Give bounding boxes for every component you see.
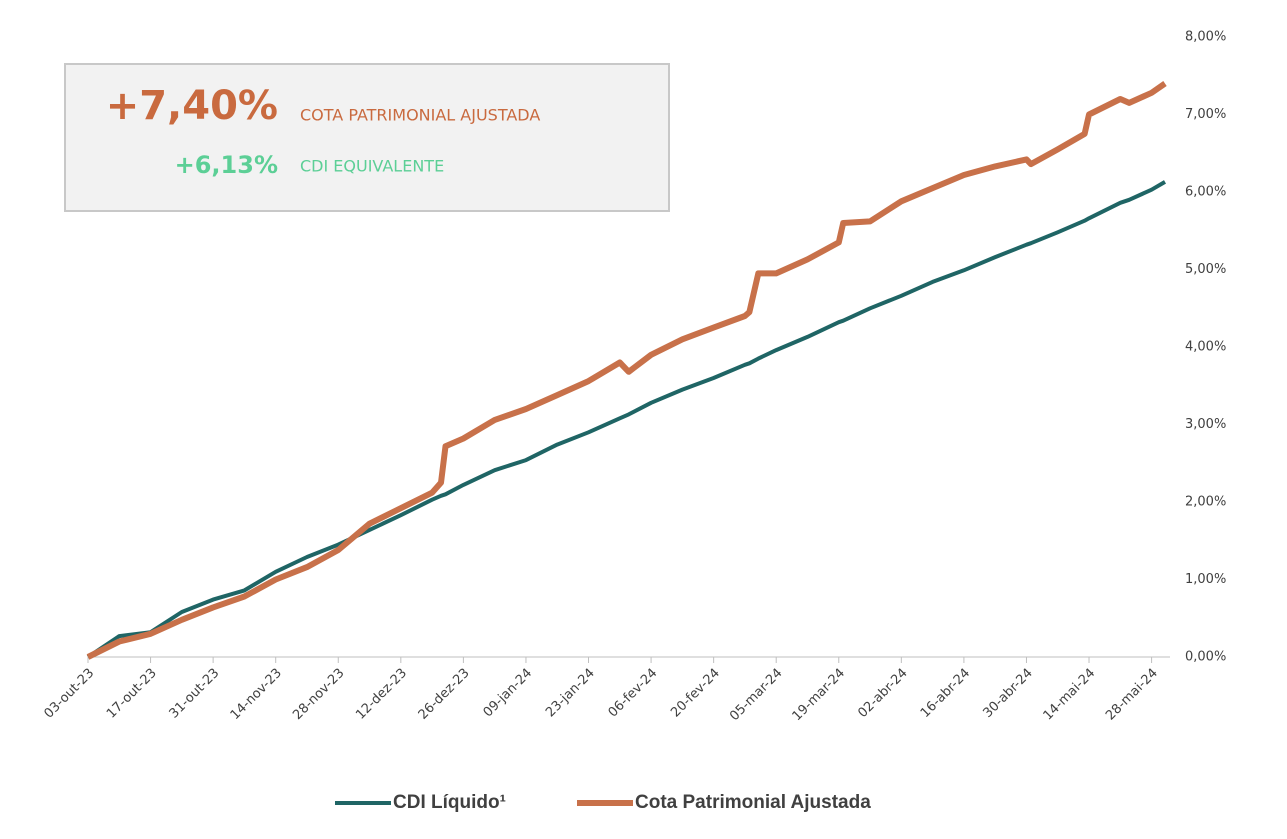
y-tick-label: 2,00% [1185, 495, 1226, 510]
y-tick-label: 8,00% [1185, 30, 1226, 45]
line-series [86, 81, 1167, 660]
x-tick-label: 20-fev-24 [668, 666, 723, 721]
x-tick-label: 19-mar-24 [790, 666, 848, 724]
y-tick-label: 1,00% [1185, 572, 1226, 587]
x-tick-label: 09-jan-24 [481, 666, 536, 721]
x-tick-label: 16-abr-24 [918, 666, 973, 721]
x-tick-label: 26-dez-23 [416, 666, 473, 723]
annotation-value: +7,40% [106, 83, 278, 129]
x-tick-label: 30-abr-24 [980, 666, 1035, 721]
y-tick-label: 5,00% [1185, 262, 1226, 277]
annotation-value: +6,13% [175, 151, 278, 179]
x-tick-label: 31-out-23 [167, 666, 223, 722]
y-tick-label: 4,00% [1185, 340, 1226, 355]
x-tick-label: 17-out-23 [104, 666, 160, 722]
x-tick-label: 14-nov-23 [228, 666, 285, 723]
x-tick-label: 12-dez-23 [353, 666, 410, 723]
annotation-text: CDI EQUIVALENTE [300, 157, 444, 176]
x-tick-label: 14-mai-24 [1041, 666, 1099, 724]
annotation-text: COTA PATRIMONIAL AJUSTADA [300, 106, 540, 125]
legend-label: CDI Líquido¹ [393, 792, 506, 813]
line-series [86, 180, 1167, 659]
x-tick-label: 02-abr-24 [855, 666, 910, 721]
x-tick-label: 06-fev-24 [606, 666, 661, 721]
x-tick-label: 03-out-23 [41, 666, 97, 722]
x-tick-label: 28-nov-23 [290, 666, 347, 723]
annotation-box [64, 63, 670, 212]
x-tick-label: 23-jan-24 [543, 666, 598, 721]
x-tick-label: 28-mai-24 [1103, 666, 1161, 724]
y-tick-label: 3,00% [1185, 417, 1226, 432]
y-tick-label: 6,00% [1185, 185, 1226, 200]
legend-label: Cota Patrimonial Ajustada [635, 792, 871, 813]
y-tick-label: 0,00% [1185, 650, 1226, 665]
y-tick-label: 7,00% [1185, 107, 1226, 122]
x-tick-label: 05-mar-24 [727, 666, 785, 724]
